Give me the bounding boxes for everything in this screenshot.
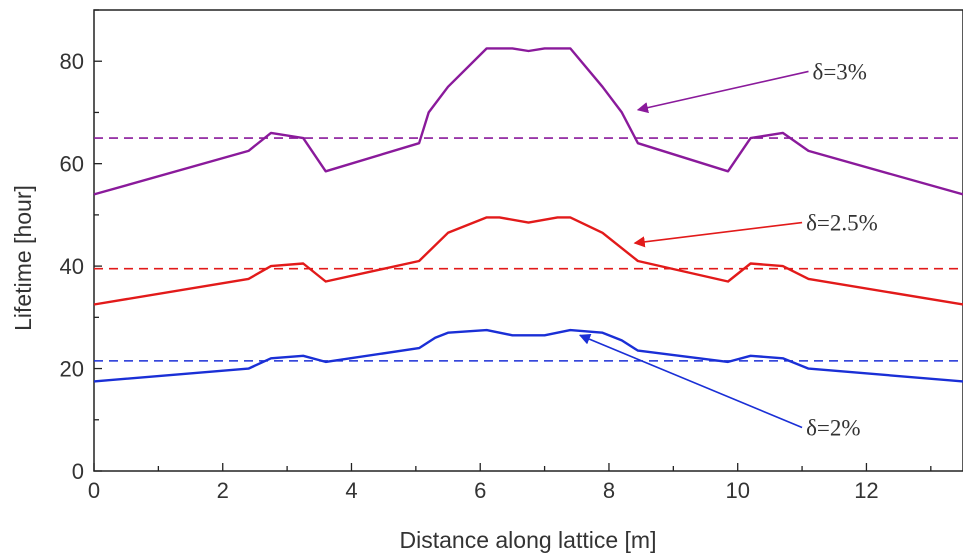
annotation-arrow-2	[578, 333, 803, 429]
plot-frame	[93, 9, 963, 472]
annotation-arrow-1	[633, 221, 803, 248]
x-tick-label: 6	[474, 478, 486, 503]
y-axis-title: Lifetime [hour]	[10, 185, 36, 331]
series-line-2	[93, 328, 963, 383]
annotation-label-1: δ=2.5%	[806, 211, 878, 236]
x-tick-label: 12	[854, 478, 878, 503]
y-tick-label: 0	[72, 459, 84, 484]
x-tick-label: 4	[345, 478, 357, 503]
x-tick-label: 8	[603, 478, 615, 503]
y-tick-label: 20	[60, 357, 84, 382]
x-tick-label: 10	[725, 478, 749, 503]
series-line-0	[93, 47, 963, 196]
y-tick-label: 80	[60, 49, 84, 74]
annotation-arrow-0	[636, 70, 809, 114]
annotation-label-2: δ=2%	[806, 415, 860, 440]
x-tick-label: 0	[88, 478, 100, 503]
series-line-1	[93, 216, 963, 306]
y-tick-label: 40	[60, 254, 84, 279]
y-tick-label: 60	[60, 152, 84, 177]
x-axis-title: Distance along lattice [m]	[400, 527, 657, 553]
annotation-label-0: δ=3%	[813, 59, 867, 84]
x-tick-label: 2	[217, 478, 229, 503]
